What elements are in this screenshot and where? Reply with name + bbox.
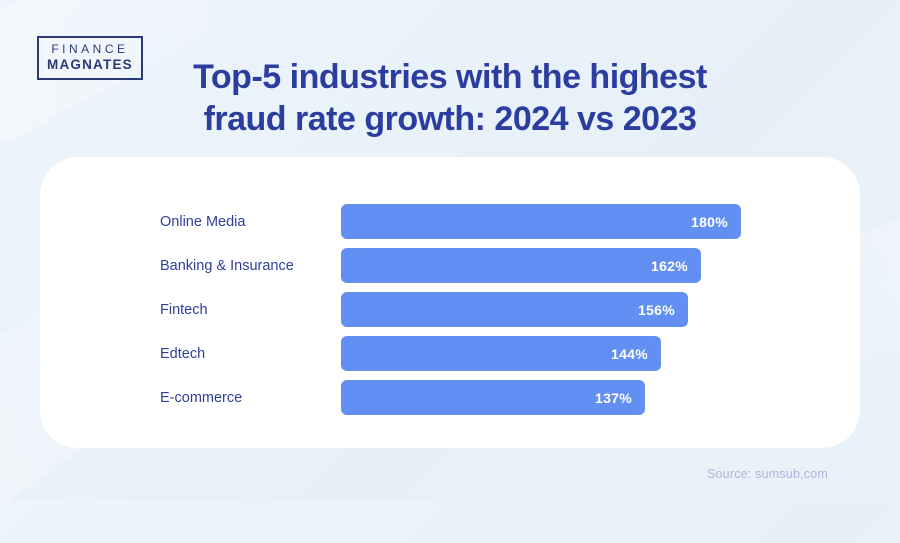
bar: 144% — [341, 336, 661, 371]
bar: 162% — [341, 248, 701, 283]
finance-magnates-logo: FINANCE MAGNATES — [37, 36, 143, 80]
bar-value: 180% — [690, 213, 728, 230]
title-line-2: fraud rate growth: 2024 vs 2023 — [203, 100, 697, 138]
logo-text-magnates: MAGNATES — [47, 57, 133, 72]
bar-row: Online Media 180% — [160, 204, 741, 239]
bar-row: Edtech 144% — [160, 336, 741, 371]
chart-card: Online Media 180% Banking & Insurance 162% F… — [40, 157, 860, 448]
bar: 156% — [341, 292, 688, 327]
bar-row: Fintech 156% — [160, 292, 741, 327]
bar-label: Banking & Insurance — [160, 257, 294, 274]
bar-label: E-commerce — [160, 389, 243, 406]
bar-label: Fintech — [160, 301, 208, 318]
bar-label: Edtech — [160, 345, 206, 362]
bar: 180% — [341, 204, 741, 239]
logo-text-finance: FINANCE — [51, 42, 129, 56]
source-attribution: Source: sumsub,com — [706, 467, 828, 481]
bar-row: E-commerce 137% — [160, 380, 741, 415]
bar-value: 162% — [650, 257, 688, 274]
bar-chart: Online Media 180% Banking & Insurance 162% F… — [160, 204, 741, 424]
bar-label: Online Media — [160, 213, 246, 230]
bar: 137% — [341, 380, 645, 415]
bar-value: 144% — [610, 345, 648, 362]
bar-value: 137% — [594, 389, 632, 406]
bar-row: Banking & Insurance 162% — [160, 248, 741, 283]
bar-value: 156% — [637, 301, 675, 318]
chart-title: Top-5 industries with the highest fraud … — [0, 56, 900, 140]
title-line-1: Top-5 industries with the highest — [193, 58, 707, 96]
